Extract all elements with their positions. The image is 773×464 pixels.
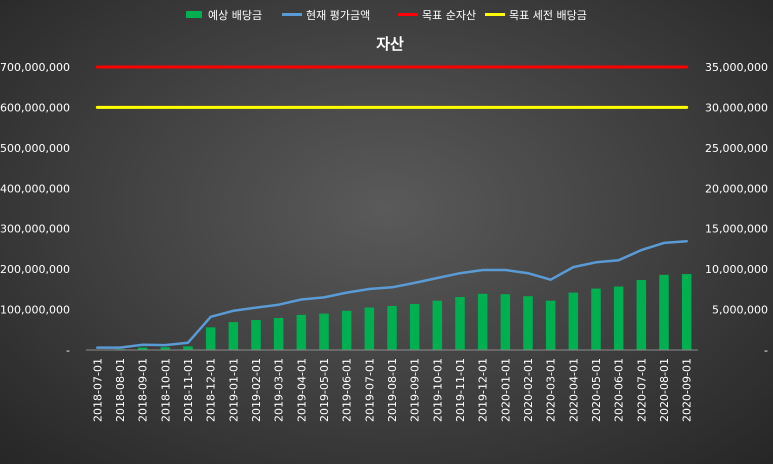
dividend-bar	[523, 296, 533, 350]
valuation-line	[96, 239, 688, 349]
right-tick-label: 15,000,000	[705, 223, 768, 236]
right-tick-label: 25,000,000	[705, 142, 768, 155]
right-tick-label: -	[764, 344, 768, 357]
x-tick-label: 2018-08-01	[114, 358, 127, 422]
dividend-bar	[545, 300, 556, 350]
dividend-bar	[183, 346, 193, 350]
legend-label: 예상 배당금	[208, 9, 262, 22]
dividend-bar	[228, 322, 239, 350]
dividend-bar	[432, 300, 443, 350]
x-tick-label: 2020-06-01	[613, 358, 626, 422]
left-tick-label: 700,000,000	[0, 61, 70, 74]
dividend-bar	[137, 347, 148, 350]
x-tick-label: 2020-04-01	[567, 358, 580, 422]
legend-label: 목표 세전 배당금	[509, 9, 587, 22]
dividend-bar	[341, 310, 352, 350]
x-tick-label: 2019-02-01	[250, 358, 263, 422]
right-tick-label: 20,000,000	[705, 182, 768, 195]
dividend-bar	[500, 294, 511, 350]
series-lines	[95, 65, 689, 349]
dividend-bar	[364, 307, 375, 350]
left-tick-label: -	[66, 344, 70, 357]
x-tick-label: 2020-02-01	[522, 358, 535, 422]
legend-label: 목표 순자산	[422, 9, 476, 22]
dividend-bar	[205, 327, 216, 350]
dividend-bar	[659, 274, 669, 350]
legend-swatch	[186, 11, 202, 18]
x-tick-label: 2019-03-01	[273, 358, 286, 422]
dividend-bar	[455, 297, 465, 350]
left-tick-label: 600,000,000	[0, 101, 70, 114]
left-tick-label: 400,000,000	[0, 182, 70, 195]
right-tick-label: 10,000,000	[705, 263, 768, 276]
x-axis: 2018-07-01 2018-08-01 2018-09-01 2018-10-01…	[86, 349, 698, 422]
dividend-bar	[681, 273, 692, 350]
x-tick-label: 2020-07-01	[635, 358, 648, 422]
dividend-bar	[251, 320, 261, 350]
x-tick-label: 2020-08-01	[658, 358, 671, 422]
legend-label: 현재 평가금액	[306, 9, 370, 22]
chart-title: 자산	[376, 35, 404, 53]
x-tick-label: 2020-09-01	[681, 358, 694, 422]
legend: 예상 배당금 현재 평가금액 목표 순자산 목표 세전 배당금	[186, 9, 587, 22]
dividend-bar	[319, 313, 329, 350]
dividend-bar	[387, 305, 397, 350]
dividend-bar	[636, 280, 647, 350]
x-tick-label: 2019-12-01	[477, 358, 490, 422]
x-tick-label: 2019-06-01	[341, 358, 354, 422]
x-tick-label: 2020-01-01	[499, 358, 512, 422]
dividend-bar	[613, 286, 624, 350]
x-tick-label: 2020-03-01	[545, 358, 558, 422]
left-tick-label: 300,000,000	[0, 223, 70, 236]
x-tick-label: 2018-12-01	[205, 358, 218, 422]
x-tick-label: 2019-10-01	[431, 358, 444, 422]
dividend-bar	[591, 288, 601, 350]
x-tick-label: 2019-09-01	[409, 358, 422, 422]
left-tick-label: 100,000,000	[0, 304, 70, 317]
x-tick-label: 2018-11-01	[182, 358, 195, 422]
dividend-bar	[409, 303, 420, 350]
x-tick-label: 2019-07-01	[363, 358, 376, 422]
left-tick-label: 500,000,000	[0, 142, 70, 155]
x-tick-label: 2018-10-01	[159, 358, 172, 422]
left-tick-label: 200,000,000	[0, 263, 70, 276]
x-tick-label: 2018-07-01	[91, 358, 104, 422]
right-tick-label: 5,000,000	[712, 304, 768, 317]
x-tick-label: 2019-08-01	[386, 358, 399, 422]
right-tick-label: 35,000,000	[705, 61, 768, 74]
right-tick-label: 30,000,000	[705, 101, 768, 114]
dividend-bar	[160, 347, 171, 350]
x-tick-label: 2018-09-01	[137, 358, 150, 422]
x-tick-label: 2019-05-01	[318, 358, 331, 422]
x-tick-label: 2019-01-01	[227, 358, 240, 422]
dividend-bars	[92, 273, 692, 350]
left-axis: - 100,000,000 200,000,000 300,000,000 400,00…	[0, 61, 70, 357]
x-tick-label: 2020-05-01	[590, 358, 603, 422]
x-tick-label: 2019-04-01	[295, 358, 308, 422]
dividend-bar	[568, 292, 579, 350]
dividend-bar	[477, 293, 488, 350]
dividend-bar	[296, 314, 307, 350]
dividend-bar	[273, 318, 284, 350]
x-tick-label: 2019-11-01	[454, 358, 467, 422]
right-axis: - 5,000,000 10,000,000 15,000,000 20,000,000…	[705, 61, 768, 357]
